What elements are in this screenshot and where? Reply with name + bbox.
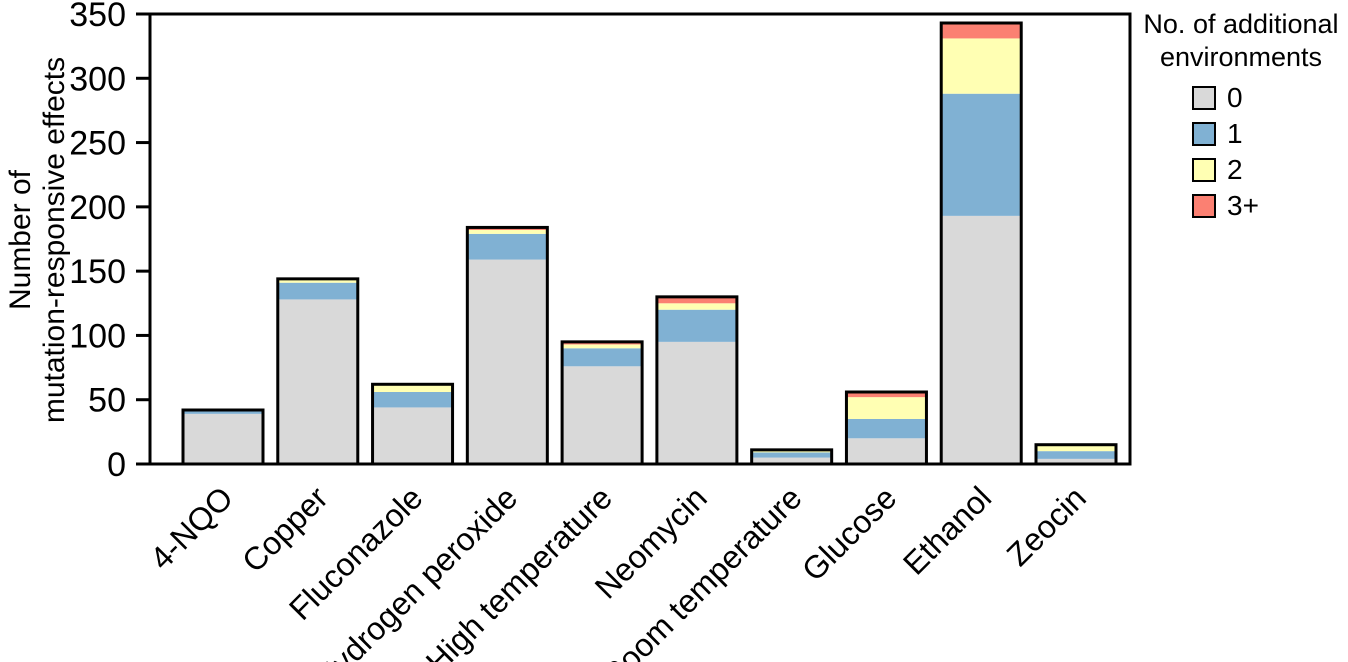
legend-swatch-icon bbox=[1192, 85, 1216, 110]
bar-segment bbox=[467, 233, 548, 260]
bar-segment bbox=[1036, 458, 1116, 464]
legend-item: 1 bbox=[1192, 117, 1348, 149]
x-axis-label: Zeocin bbox=[1000, 479, 1093, 572]
y-axis-tick-label: 200 bbox=[69, 189, 126, 227]
bar-segment bbox=[656, 303, 737, 310]
bar-segment bbox=[941, 215, 1022, 464]
bar-segment bbox=[372, 392, 453, 408]
legend-swatch-icon bbox=[1192, 193, 1216, 218]
legend-title-line1: No. of additional bbox=[1143, 9, 1339, 39]
legend-title-line2: environments bbox=[1159, 41, 1323, 72]
bar-segment bbox=[183, 410, 263, 414]
legend-item: 2 bbox=[1192, 153, 1348, 185]
y-axis-ticks: 0 50 100 150 200 250 300 350 bbox=[69, 0, 150, 484]
legend-item: 3+ bbox=[1192, 189, 1348, 221]
bar-segment bbox=[846, 438, 927, 464]
bar-segment bbox=[277, 278, 358, 283]
bar-segment bbox=[751, 457, 832, 464]
y-axis-tick-label: 150 bbox=[69, 253, 126, 291]
bar-segment bbox=[277, 282, 358, 300]
legend-title: No. of additional environments bbox=[1134, 8, 1348, 74]
x-axis-label: 4-NQO bbox=[143, 479, 240, 576]
bar-segment bbox=[656, 309, 737, 342]
bar-segment bbox=[1036, 444, 1116, 452]
legend-items: 0 1 2 3+ bbox=[1134, 81, 1348, 221]
bar-segment bbox=[751, 452, 832, 458]
bar-segment bbox=[562, 366, 643, 464]
y-axis-tick-label: 50 bbox=[88, 382, 126, 420]
legend: No. of additional environments 0 1 2 3+ bbox=[1134, 8, 1348, 220]
y-axis-tick-label: 100 bbox=[69, 317, 126, 355]
plot-border bbox=[148, 12, 1132, 466]
y-axis-tick-label: 350 bbox=[69, 0, 126, 34]
bar-segment bbox=[467, 259, 548, 464]
y-axis-title-line1: Number of bbox=[4, 169, 37, 310]
bar-segment bbox=[277, 299, 358, 464]
bar-segment bbox=[372, 384, 453, 392]
bar-segment bbox=[941, 23, 1022, 39]
bar-segment bbox=[846, 392, 927, 398]
legend-item-label: 3+ bbox=[1227, 189, 1259, 221]
bar-segment bbox=[846, 419, 927, 439]
legend-swatch-icon bbox=[1192, 157, 1216, 182]
bar-segment bbox=[941, 38, 1022, 94]
bar-segment bbox=[846, 397, 927, 419]
bar-segment bbox=[562, 344, 643, 349]
legend-item-label: 2 bbox=[1227, 153, 1243, 185]
bar-segment bbox=[941, 93, 1022, 216]
bar-segment bbox=[656, 296, 737, 304]
bar-segment bbox=[562, 348, 643, 367]
bar-segment bbox=[467, 230, 548, 234]
bar-segment bbox=[372, 407, 453, 464]
y-axis-title: Number of mutation-responsive effects bbox=[4, 57, 71, 423]
y-axis-tick-label: 300 bbox=[69, 60, 126, 98]
y-axis-tick-label: 250 bbox=[69, 125, 126, 163]
legend-swatch-icon bbox=[1192, 121, 1216, 146]
bars-group bbox=[181, 21, 1118, 466]
bar-segment bbox=[183, 413, 263, 464]
y-axis-title-line2: mutation-responsive effects bbox=[38, 57, 71, 423]
bar-segment bbox=[656, 341, 737, 464]
legend-item-label: 0 bbox=[1227, 81, 1243, 113]
x-axis-label: Glucose bbox=[795, 479, 903, 587]
y-axis-tick-label: 0 bbox=[107, 446, 126, 484]
x-axis-label: Ethanol bbox=[896, 479, 998, 581]
legend-item-label: 1 bbox=[1227, 117, 1243, 149]
bar-segment bbox=[1036, 451, 1116, 459]
legend-item: 0 bbox=[1192, 81, 1348, 113]
